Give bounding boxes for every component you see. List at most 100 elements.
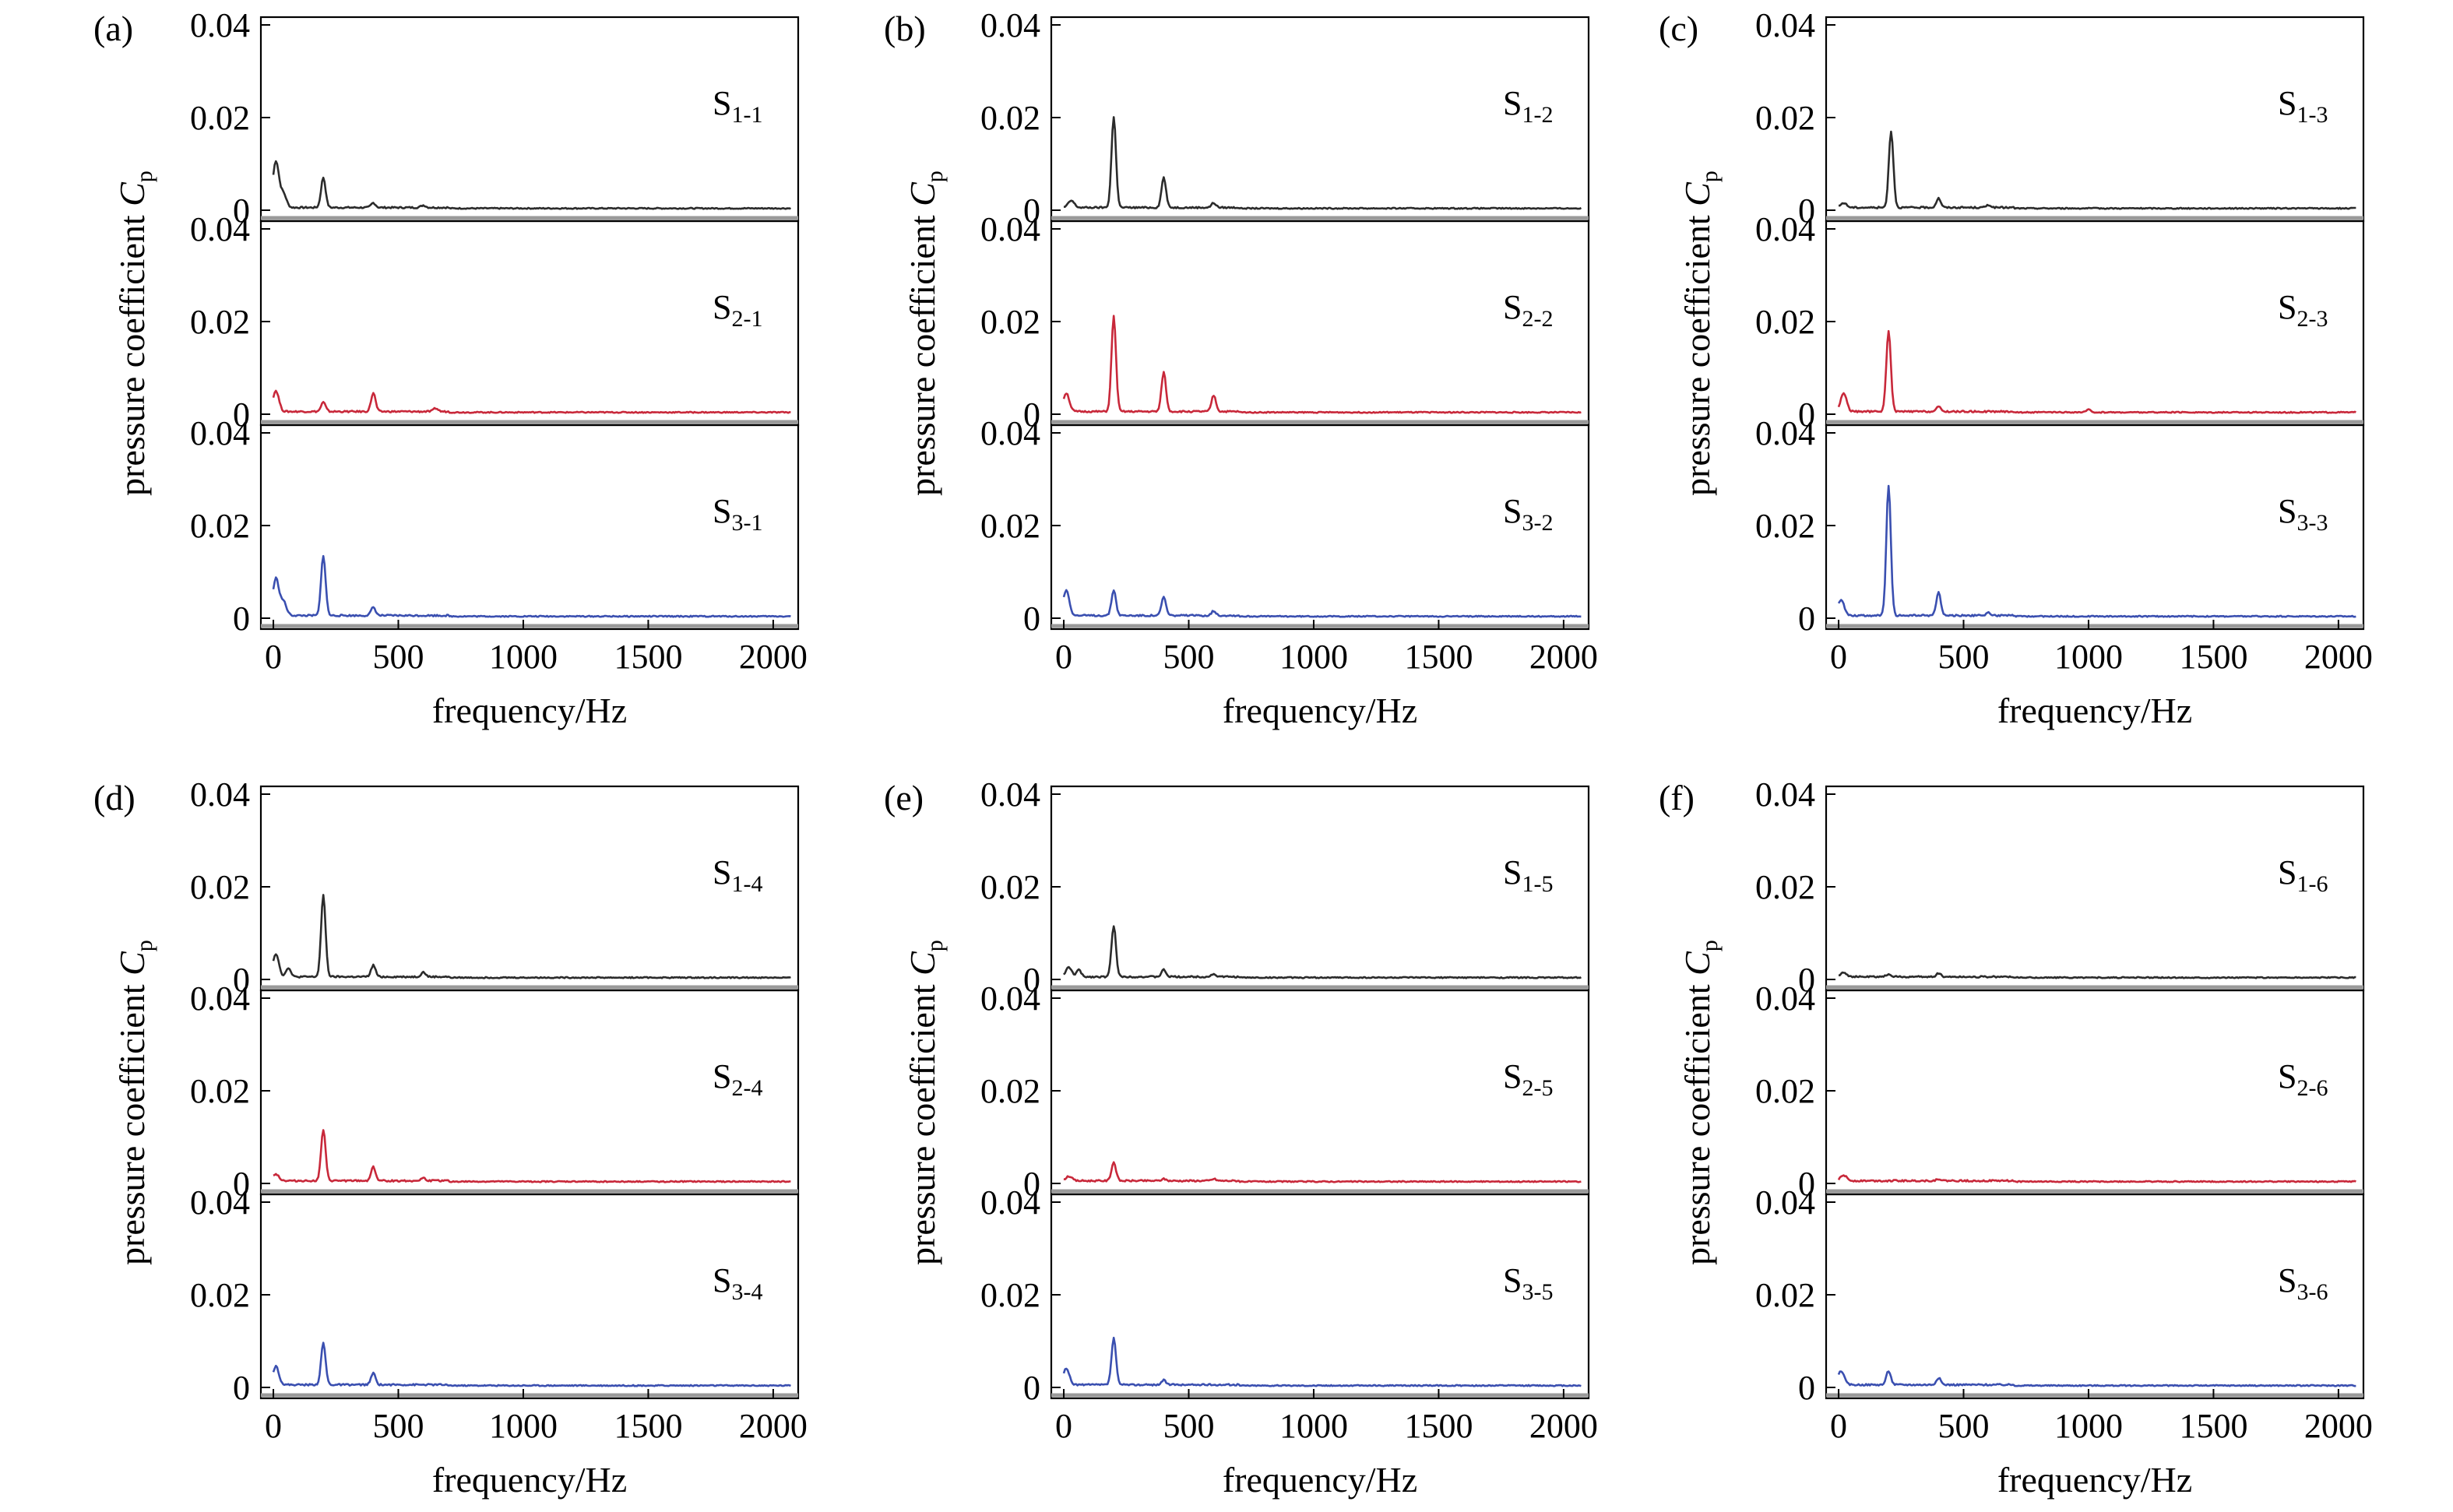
series-label-sub: 2-1 (731, 306, 762, 332)
y-tick-label: 0 (233, 1165, 250, 1203)
y-tick-label: 0 (1798, 396, 1815, 434)
x-axis-label: frequency/Hz (1997, 1460, 2192, 1500)
series-label-sub: 1-2 (1522, 102, 1553, 128)
y-tick-label: 0.02 (190, 507, 250, 545)
subplot-1-3: 0 0.02 0.04 S1-3 (1755, 6, 2365, 230)
subplot-2-5: 0 0.02 0.04 S2-5 (980, 979, 1590, 1203)
y-axis-label-symbol: C (1677, 181, 1717, 206)
series-label-letter: S (2278, 492, 2296, 530)
y-axis-label-text: pressure coefficient (903, 206, 942, 496)
series-label: S3-4 (713, 1261, 762, 1305)
subplot-3-1: 0 0.02 0.04 S3-1 (190, 414, 800, 638)
subplot-3-3: 0 0.02 0.04 S3-3 (1755, 414, 2365, 638)
series-label-sub: 2-3 (2296, 306, 2328, 332)
series-label: S1-6 (2278, 853, 2328, 897)
y-tick-label: 0 (233, 396, 250, 434)
y-tick-label: 0 (1023, 396, 1040, 434)
y-axis-label-subscript: p (1697, 171, 1723, 182)
x-tick-label: 1000 (489, 1407, 558, 1445)
panel-label: (a) (93, 9, 133, 48)
panel-label: (b) (884, 9, 926, 48)
series-label-sub: 3-5 (1522, 1279, 1553, 1305)
y-tick-label: 0.04 (190, 775, 250, 814)
subplot-2-4: 0 0.02 0.04 S2-4 (190, 979, 800, 1203)
series-line-1-6 (1838, 971, 2356, 979)
series-line-1-3 (1839, 130, 2356, 210)
subplot-3-4: 0 0.02 0.04 S3-4 (190, 1183, 800, 1407)
y-tick-label: 0.02 (190, 1276, 250, 1314)
y-tick-label: 0.02 (1755, 303, 1815, 341)
panel-label: (f) (1659, 778, 1695, 818)
series-label-letter: S (713, 853, 731, 891)
series-label-sub: 3-2 (1522, 510, 1553, 536)
y-axis-label-subscript: p (132, 940, 157, 951)
x-tick-label: 1500 (1404, 1407, 1473, 1445)
x-tick-label: 1500 (1404, 638, 1473, 676)
series-line-2-2 (1062, 315, 1582, 414)
series-label: S1-2 (1503, 84, 1553, 128)
series-line-3-2 (1062, 589, 1582, 618)
x-tick-label: 0 (1055, 638, 1072, 676)
series-label-sub: 1-3 (2296, 102, 2328, 128)
y-tick-label: 0 (1798, 192, 1815, 230)
series-label-letter: S (1503, 288, 1522, 326)
series-label: S2-3 (2278, 288, 2328, 332)
series-label-sub: 2-4 (731, 1075, 762, 1101)
series-label-sub: 2-6 (2296, 1075, 2328, 1101)
series-label-sub: 3-6 (2296, 1279, 2328, 1305)
y-tick-label: 0.02 (190, 99, 250, 137)
panel-label: (e) (884, 778, 924, 818)
y-tick-label: 0.02 (980, 868, 1040, 906)
panel-label: (d) (93, 778, 135, 818)
y-tick-label: 0.02 (190, 868, 250, 906)
y-tick-label: 0.04 (1755, 210, 1815, 248)
subplot-frame (1825, 424, 2365, 631)
y-tick-label: 0 (1798, 600, 1815, 638)
x-tick-label: 2000 (2304, 638, 2373, 676)
y-tick-label: 0.02 (190, 303, 250, 341)
x-tick-label: 500 (1938, 638, 1990, 676)
series-label: S3-2 (1503, 492, 1553, 536)
series-label: S3-1 (713, 492, 762, 536)
panel-c: (c)pressure coefficient Cp00.020.04S1-30… (1659, 6, 2373, 730)
x-axis-label: frequency/Hz (432, 1460, 627, 1500)
series-label-sub: 1-6 (2296, 871, 2328, 897)
y-axis-label-text: pressure coefficient (112, 206, 152, 496)
series-label: S1-4 (713, 853, 762, 897)
x-tick-label: 1000 (1279, 638, 1348, 676)
series-label-letter: S (713, 492, 731, 530)
subplot-frame (259, 1193, 800, 1400)
series-label: S1-5 (1503, 853, 1553, 897)
series-label-sub: 2-2 (1522, 306, 1553, 332)
y-axis-label-subscript: p (922, 171, 948, 182)
series-label-letter: S (2278, 84, 2296, 122)
x-tick-label: 1000 (489, 638, 558, 676)
series-line-2-5 (1063, 1161, 1582, 1183)
subplot-1-4: 0 0.02 0.04 S1-4 (190, 775, 800, 999)
x-tick-label: 500 (1163, 1407, 1215, 1445)
x-tick-label: 0 (1830, 638, 1847, 676)
series-label: S3-6 (2278, 1261, 2328, 1305)
subplot-3-2: 0 0.02 0.04 S3-2 (980, 414, 1590, 638)
x-tick-label: 1000 (2054, 638, 2123, 676)
x-axis-label: frequency/Hz (1997, 691, 2192, 730)
y-axis-label-symbol: C (112, 181, 152, 206)
y-axis-label: pressure coefficient Cp (1677, 940, 1723, 1265)
y-axis-label-text: pressure coefficient (1677, 206, 1717, 496)
series-label-letter: S (2278, 1057, 2296, 1095)
y-tick-label: 0.02 (980, 303, 1040, 341)
subplot-frame (1825, 1193, 2365, 1400)
y-tick-label: 0 (1023, 600, 1040, 638)
series-label-letter: S (713, 1261, 731, 1299)
subplot-1-2: 0 0.02 0.04 S1-2 (980, 6, 1590, 230)
series-label: S2-6 (2278, 1057, 2328, 1101)
y-tick-label: 0.04 (1755, 6, 1815, 44)
y-axis-label-symbol: C (903, 181, 942, 206)
x-tick-label: 0 (1055, 1407, 1072, 1445)
y-tick-label: 0 (1798, 1165, 1815, 1203)
y-axis-label-subscript: p (132, 171, 157, 182)
series-line-3-1 (272, 554, 791, 618)
series-line-2-1 (272, 389, 791, 414)
x-tick-label: 2000 (2304, 1407, 2373, 1445)
